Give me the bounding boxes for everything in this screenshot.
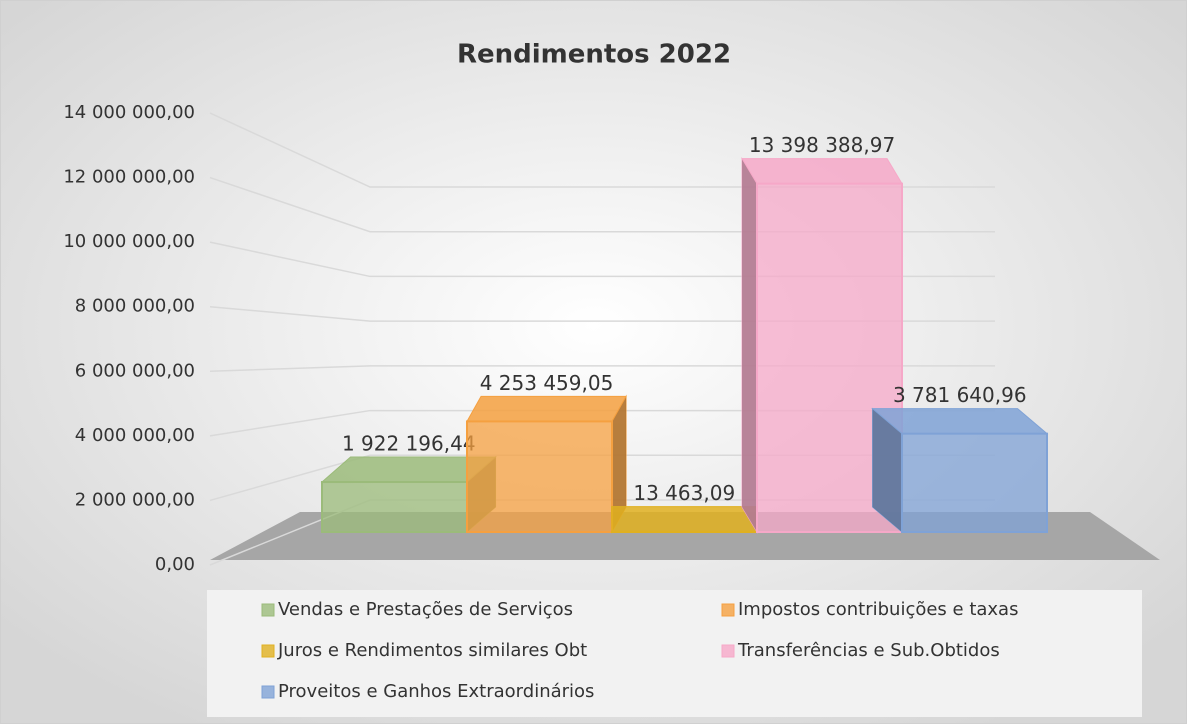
legend-swatch [721, 644, 735, 658]
data-label: 13 398 388,97 [749, 133, 895, 157]
bar [466, 394, 627, 534]
y-tick-label: 2 000 000,00 [75, 489, 195, 510]
bar-top [871, 408, 1049, 435]
y-tick-label: 10 000 000,00 [63, 231, 195, 252]
bar [741, 156, 903, 534]
data-label: 4 253 459,05 [480, 371, 614, 395]
bar-front [901, 432, 1048, 533]
bar-front [466, 420, 613, 533]
bar-front [321, 481, 468, 533]
bar-top [466, 395, 627, 422]
data-label: 1 922 196,44 [342, 432, 476, 456]
legend-swatch [261, 603, 275, 617]
bar [611, 506, 758, 534]
legend-label: Proveitos e Ganhos Extraordinários [278, 681, 594, 702]
bar-top [741, 158, 903, 185]
legend-label: Juros e Rendimentos similares Obt [277, 640, 587, 661]
y-tick-label: 0,00 [155, 554, 195, 575]
bar-side-shade [742, 158, 757, 532]
y-tick-label: 4 000 000,00 [75, 425, 195, 446]
legend-label: Transferências e Sub.Obtidos [737, 640, 1000, 661]
legend-label: Impostos contribuições e taxas [738, 599, 1018, 620]
legend-swatch [721, 603, 735, 617]
legend-swatch [261, 644, 275, 658]
y-tick-label: 6 000 000,00 [75, 360, 195, 381]
data-label: 3 781 640,96 [893, 383, 1027, 407]
y-tick-label: 8 000 000,00 [75, 296, 195, 317]
bar-side-shade [872, 408, 902, 532]
legend-label: Vendas e Prestações de Serviços [278, 599, 573, 620]
chart-title: Rendimentos 2022 [457, 40, 731, 70]
data-label: 13 463,09 [633, 481, 735, 505]
y-tick-label: 12 000 000,00 [63, 167, 195, 188]
bar-top [611, 506, 758, 533]
bar [871, 407, 1049, 534]
y-tick-label: 14 000 000,00 [63, 102, 195, 123]
legend-swatch [261, 685, 275, 699]
legend-box [207, 590, 1142, 717]
bar-side-shade [612, 396, 627, 532]
